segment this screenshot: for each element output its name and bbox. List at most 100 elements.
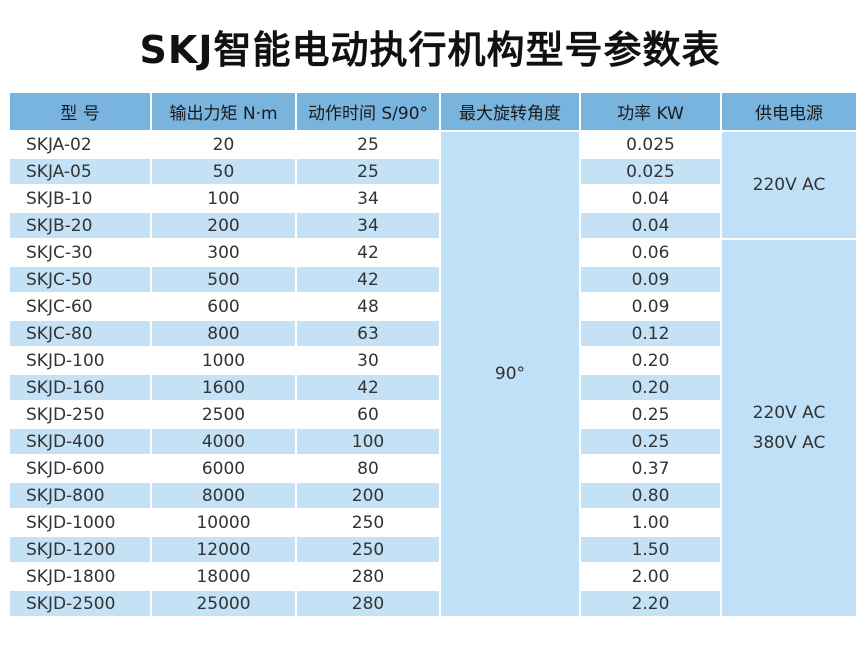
- time-cell: 100: [295, 427, 441, 456]
- table-row: SKJC-80 800 63 0.12: [8, 319, 857, 348]
- model-cell: SKJD-400: [8, 427, 152, 456]
- time-cell: 280: [295, 589, 441, 618]
- table-row: SKJD-160 1600 42 0.20: [8, 373, 857, 402]
- model-cell: SKJD-800: [8, 481, 152, 510]
- model-cell: SKJA-05: [8, 157, 152, 186]
- power-cell: 2.20: [579, 589, 722, 618]
- power-cell: 0.025: [579, 157, 722, 186]
- power-cell: 1.00: [579, 508, 722, 537]
- torque-cell: 25000: [150, 589, 297, 618]
- time-cell: 30: [295, 346, 441, 375]
- torque-cell: 2500: [150, 400, 297, 429]
- time-cell: 42: [295, 373, 441, 402]
- torque-cell: 1000: [150, 346, 297, 375]
- model-cell: SKJC-80: [8, 319, 152, 348]
- power-cell: 0.20: [579, 346, 722, 375]
- power-cell: 1.50: [579, 535, 722, 564]
- table-row: SKJC-30 300 42 0.06 220V AC 380V AC: [8, 238, 858, 618]
- torque-cell: 12000: [150, 535, 297, 564]
- table-row: SKJB-10 100 34 0.04: [8, 184, 857, 213]
- torque-cell: 800: [150, 319, 297, 348]
- time-cell: 34: [295, 211, 441, 240]
- model-cell: SKJD-1800: [8, 562, 152, 591]
- torque-cell: 100: [150, 184, 297, 213]
- torque-cell: 300: [150, 238, 297, 267]
- time-cell: 25: [295, 157, 441, 186]
- table-row: SKJD-2500 25000 280 2.20: [8, 589, 857, 618]
- table-row: SKJD-400 4000 100 0.25: [8, 427, 857, 456]
- torque-cell: 18000: [150, 562, 297, 591]
- header-max-angle: 最大旋转角度: [439, 91, 581, 132]
- power-cell: 0.04: [579, 211, 722, 240]
- table-row: SKJD-250 2500 60 0.25: [8, 400, 857, 429]
- table-row: SKJC-50 500 42 0.09: [8, 265, 857, 294]
- torque-cell: 8000: [150, 481, 297, 510]
- supply-line-1: 220V AC: [752, 403, 826, 423]
- torque-cell: 20: [150, 130, 297, 159]
- power-cell: 0.25: [579, 427, 722, 456]
- supply-cell-a: 220V AC: [720, 130, 858, 240]
- power-cell: 0.09: [579, 265, 722, 294]
- time-cell: 48: [295, 292, 441, 321]
- power-cell: 0.25: [579, 400, 722, 429]
- model-cell: SKJD-1200: [8, 535, 152, 564]
- model-cell: SKJB-10: [8, 184, 152, 213]
- header-time: 动作时间 S/90°: [295, 91, 441, 132]
- torque-cell: 6000: [150, 454, 297, 483]
- supply-line-2: 380V AC: [752, 433, 826, 453]
- table-row: SKJD-800 8000 200 0.80: [8, 481, 857, 510]
- page-title: SKJ智能电动执行机构型号参数表: [139, 28, 721, 72]
- time-cell: 34: [295, 184, 441, 213]
- table-row: SKJC-60 600 48 0.09: [8, 292, 857, 321]
- power-cell: 0.025: [579, 130, 722, 159]
- model-cell: SKJC-50: [8, 265, 152, 294]
- time-cell: 250: [295, 535, 441, 564]
- table-header-row: 型 号 输出力矩 N·m 动作时间 S/90° 最大旋转角度 功率 KW 供电电…: [8, 91, 858, 132]
- time-cell: 60: [295, 400, 441, 429]
- time-cell: 42: [295, 238, 441, 267]
- table-row: SKJA-05 50 25 0.025: [8, 157, 857, 186]
- torque-cell: 600: [150, 292, 297, 321]
- torque-cell: 4000: [150, 427, 297, 456]
- time-cell: 42: [295, 265, 441, 294]
- model-cell: SKJA-02: [8, 130, 152, 159]
- table-row: SKJD-1800 18000 280 2.00: [8, 562, 857, 591]
- header-model: 型 号: [8, 91, 152, 132]
- time-cell: 80: [295, 454, 441, 483]
- header-supply: 供电电源: [720, 91, 858, 132]
- max-angle-cell: 90°: [439, 130, 581, 618]
- time-cell: 25: [295, 130, 441, 159]
- table-row: SKJA-02 20 25 90° 0.025 220V AC: [8, 130, 858, 618]
- supply-cell-b: 220V AC 380V AC: [720, 238, 858, 618]
- table-row: SKJB-20 200 34 0.04: [8, 211, 857, 240]
- model-cell: SKJC-60: [8, 292, 152, 321]
- header-torque: 输出力矩 N·m: [150, 91, 297, 132]
- model-cell: SKJD-2500: [8, 589, 152, 618]
- torque-cell: 50: [150, 157, 297, 186]
- model-cell: SKJD-1000: [8, 508, 152, 537]
- power-cell: 0.09: [579, 292, 722, 321]
- table-row: SKJD-1000 10000 250 1.00: [8, 508, 857, 537]
- time-cell: 250: [295, 508, 441, 537]
- power-cell: 0.06: [579, 238, 722, 267]
- table-row: SKJD-1200 12000 250 1.50: [8, 535, 857, 564]
- table-row: SKJD-600 6000 80 0.37: [8, 454, 857, 483]
- model-cell: SKJD-160: [8, 373, 152, 402]
- model-cell: SKJB-20: [8, 211, 152, 240]
- table-row: SKJD-100 1000 30 0.20: [8, 346, 857, 375]
- time-cell: 63: [295, 319, 441, 348]
- power-cell: 0.04: [579, 184, 722, 213]
- torque-cell: 1600: [150, 373, 297, 402]
- power-cell: 2.00: [579, 562, 722, 591]
- model-cell: SKJD-250: [8, 400, 152, 429]
- parameter-table: 型 号 输出力矩 N·m 动作时间 S/90° 最大旋转角度 功率 KW 供电电…: [8, 91, 858, 618]
- model-cell: SKJD-100: [8, 346, 152, 375]
- power-cell: 0.20: [579, 373, 722, 402]
- header-power: 功率 KW: [579, 91, 722, 132]
- model-cell: SKJC-30: [8, 238, 152, 267]
- model-cell: SKJD-600: [8, 454, 152, 483]
- torque-cell: 200: [150, 211, 297, 240]
- power-cell: 0.12: [579, 319, 722, 348]
- torque-cell: 500: [150, 265, 297, 294]
- power-cell: 0.80: [579, 481, 722, 510]
